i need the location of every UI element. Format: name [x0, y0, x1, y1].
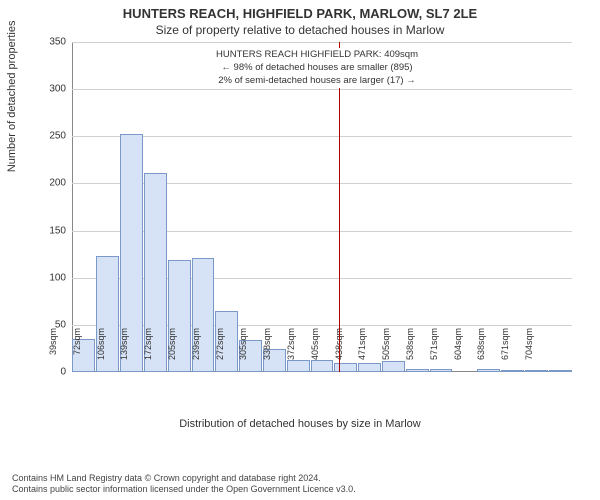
x-tick-label: 106sqm — [96, 328, 106, 372]
y-tick-label: 300 — [36, 84, 66, 95]
x-tick-label: 172sqm — [143, 328, 153, 372]
x-tick-label: 405sqm — [310, 328, 320, 372]
x-tick-label: 139sqm — [119, 328, 129, 372]
x-tick-label: 272sqm — [215, 328, 225, 372]
x-tick-label: 305sqm — [238, 328, 248, 372]
chart-title-sub: Size of property relative to detached ho… — [0, 21, 600, 41]
x-tick-label: 704sqm — [524, 328, 534, 372]
annotation-line: ← 98% of detached houses are smaller (89… — [216, 62, 418, 75]
chart-container: Number of detached properties 0501001502… — [20, 42, 580, 442]
gridline — [72, 42, 572, 43]
x-tick-label: 471sqm — [357, 328, 367, 372]
x-tick-label: 505sqm — [381, 328, 391, 372]
annotation-line: 2% of semi-detached houses are larger (1… — [216, 75, 418, 88]
x-tick-label: 538sqm — [405, 328, 415, 372]
y-axis-line — [72, 42, 73, 372]
y-tick-label: 100 — [36, 272, 66, 283]
y-axis-label: Number of detached properties — [6, 21, 18, 173]
footer-line-2: Contains public sector information licen… — [12, 484, 356, 496]
y-tick-label: 350 — [36, 37, 66, 48]
x-axis-label: Distribution of detached houses by size … — [20, 418, 580, 430]
y-tick-label: 150 — [36, 225, 66, 236]
y-tick-label: 200 — [36, 178, 66, 189]
gridline — [72, 136, 572, 137]
footer-attribution: Contains HM Land Registry data © Crown c… — [12, 473, 356, 496]
x-tick-label: 671sqm — [500, 328, 510, 372]
chart-title-main: HUNTERS REACH, HIGHFIELD PARK, MARLOW, S… — [0, 0, 600, 21]
x-tick-label: 239sqm — [191, 328, 201, 372]
x-tick-label: 338sqm — [262, 328, 272, 372]
footer-line-1: Contains HM Land Registry data © Crown c… — [12, 473, 356, 485]
x-tick-label: 205sqm — [167, 328, 177, 372]
annotation-line: HUNTERS REACH HIGHFIELD PARK: 409sqm — [216, 49, 418, 62]
x-tick-label: 372sqm — [286, 328, 296, 372]
histogram-bar — [549, 370, 572, 372]
y-tick-label: 250 — [36, 131, 66, 142]
x-tick-label: 571sqm — [429, 328, 439, 372]
plot-area: 05010015020025030035039sqm72sqm106sqm139… — [72, 42, 572, 372]
x-tick-label: 72sqm — [72, 328, 82, 372]
annotation-box: HUNTERS REACH HIGHFIELD PARK: 409sqm← 98… — [212, 48, 422, 88]
gridline — [72, 89, 572, 90]
x-tick-label: 638sqm — [476, 328, 486, 372]
x-tick-label: 604sqm — [453, 328, 463, 372]
x-tick-label: 39sqm — [48, 328, 58, 372]
reference-line — [339, 42, 340, 372]
